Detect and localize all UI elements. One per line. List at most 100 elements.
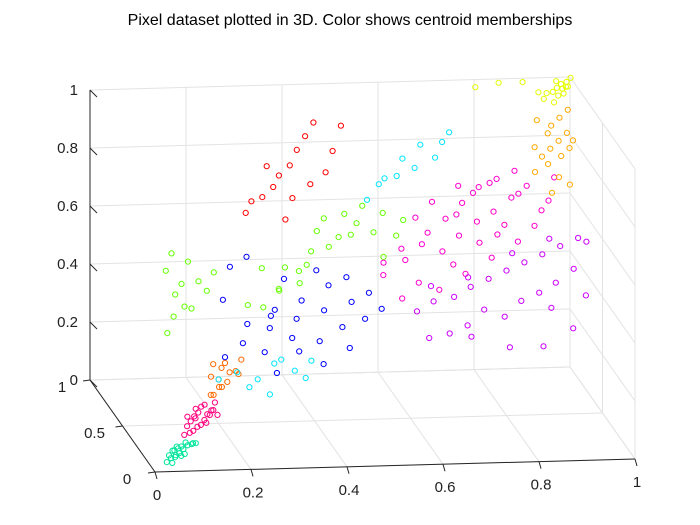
data-point-cluster-3 [210, 361, 217, 368]
data-point-cluster-9 [575, 234, 582, 242]
data-point-cluster-7 [270, 183, 277, 191]
data-point-cluster-10 [531, 169, 539, 176]
data-point-cluster-3 [218, 383, 225, 391]
data-point-cluster-5 [219, 296, 226, 303]
data-point-cluster-6 [234, 369, 241, 376]
data-point-cluster-6 [375, 181, 382, 188]
data-point-cluster-5 [298, 297, 305, 304]
data-point-cluster-2 [203, 419, 210, 426]
data-point-cluster-4 [281, 264, 288, 271]
data-point-cluster-8 [508, 194, 515, 201]
data-point-cluster-6 [308, 357, 315, 364]
x-tick-label: 1 [633, 474, 641, 491]
data-point-cluster-4 [164, 330, 171, 337]
data-point-cluster-4 [313, 228, 320, 235]
y-tick-mark [115, 425, 123, 428]
data-point-cluster-8 [488, 254, 495, 261]
data-point-cluster-1 [178, 452, 185, 459]
data-point-cluster-8 [486, 179, 493, 186]
data-point-cluster-5 [321, 307, 328, 314]
data-point-cluster-9 [467, 283, 474, 290]
data-point-cluster-11 [543, 90, 550, 97]
grid-line [89, 134, 571, 149]
data-point-cluster-5 [244, 320, 251, 328]
data-point-cluster-11 [540, 95, 547, 103]
grid-line [569, 192, 636, 286]
data-point-cluster-8 [473, 218, 480, 225]
grid-line [89, 308, 571, 323]
data-point-cluster-8 [469, 189, 477, 196]
data-point-cluster-10 [531, 144, 538, 151]
data-point-cluster-11 [560, 90, 567, 97]
data-point-cluster-8 [415, 279, 422, 286]
grid-line [89, 250, 571, 265]
data-point-cluster-7 [293, 146, 300, 153]
grid-line [122, 412, 603, 427]
data-point-cluster-6 [381, 175, 388, 182]
data-point-cluster-3 [216, 383, 223, 391]
x-tick-mark [346, 466, 350, 474]
data-point-cluster-9 [557, 243, 564, 250]
data-point-cluster-8 [380, 259, 387, 266]
data-point-cluster-4 [370, 229, 377, 236]
data-point-cluster-5 [271, 306, 278, 313]
data-point-cluster-3 [207, 373, 215, 380]
data-point-cluster-2 [206, 411, 213, 419]
data-point-cluster-1 [188, 441, 195, 448]
axes [82, 89, 638, 480]
y-tick-label: 0 [123, 471, 131, 488]
z-tick-label: 0 [70, 372, 78, 389]
data-point-cluster-9 [468, 333, 475, 340]
x-axis-line [154, 458, 636, 473]
data-point-cluster-9 [485, 275, 492, 282]
x-tick-mark [538, 461, 542, 469]
data-point-cluster-4 [353, 220, 360, 227]
data-point-cluster-5 [346, 344, 353, 352]
data-point-cluster-6 [254, 376, 261, 383]
data-point-cluster-8 [418, 241, 425, 248]
data-point-cluster-4 [188, 305, 195, 312]
x-tick-label: 0.2 [243, 484, 264, 501]
data-point-cluster-8 [455, 232, 463, 239]
data-point-cluster-5 [273, 369, 280, 377]
data-point-cluster-10 [555, 174, 563, 181]
data-point-cluster-2 [194, 423, 201, 430]
data-point-cluster-10 [558, 152, 565, 160]
data-point-cluster-9 [509, 250, 516, 257]
data-point-cluster-10 [545, 161, 552, 168]
data-point-cluster-5 [226, 263, 233, 270]
data-point-cluster-9 [503, 267, 510, 274]
z-tick-label: 0.2 [57, 314, 78, 331]
data-point-cluster-8 [442, 215, 449, 222]
data-point-cluster-7 [242, 209, 249, 216]
data-point-cluster-4 [260, 304, 267, 311]
z-tick-label: 0.6 [57, 198, 78, 215]
data-point-cluster-8 [523, 182, 530, 189]
data-point-cluster-2 [210, 407, 217, 414]
data-point-cluster-11 [549, 88, 556, 96]
data-point-cluster-4 [320, 215, 327, 222]
data-point-cluster-8 [545, 197, 552, 204]
data-point-cluster-6 [432, 154, 439, 161]
data-point-cluster-2 [186, 429, 193, 436]
z-tick-label: 0.4 [57, 256, 78, 273]
data-point-cluster-8 [462, 270, 469, 277]
data-point-cluster-10 [556, 114, 563, 121]
data-point-cluster-6 [411, 164, 418, 171]
data-point-cluster-9 [465, 274, 472, 281]
data-point-cluster-7 [248, 198, 255, 205]
data-point-cluster-10 [563, 129, 571, 136]
data-point-cluster-5 [267, 312, 274, 319]
data-point-cluster-1 [178, 443, 185, 450]
data-point-cluster-9 [582, 292, 590, 299]
data-point-cluster-5 [325, 282, 332, 289]
data-point-cluster-2 [184, 423, 191, 430]
data-point-cluster-9 [548, 304, 555, 311]
data-point-cluster-4 [184, 258, 191, 265]
data-point-cluster-4 [347, 231, 354, 238]
data-point-cluster-6 [439, 138, 446, 146]
data-point-cluster-4 [295, 268, 302, 275]
data-point-cluster-11 [564, 83, 571, 90]
data-point-cluster-9 [413, 308, 421, 315]
data-point-cluster-7 [286, 162, 293, 169]
